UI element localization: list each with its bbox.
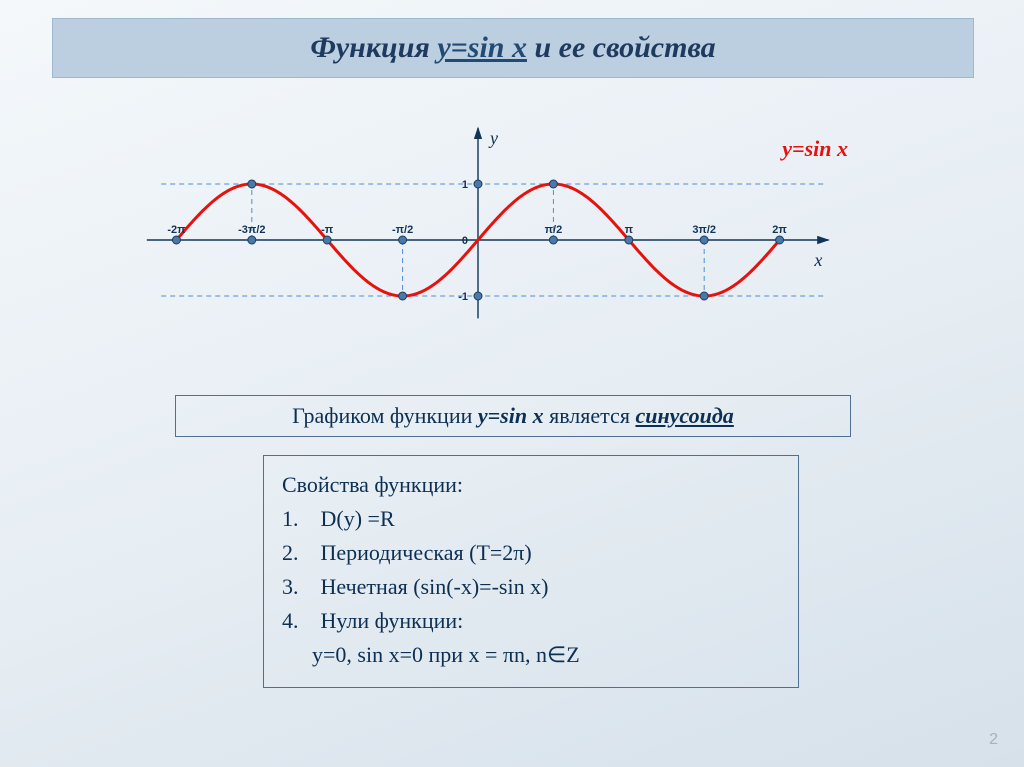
title-post: и ее свойства bbox=[527, 31, 716, 64]
svg-text:π/2: π/2 bbox=[545, 224, 563, 236]
property-item: 3. Нечетная (sin(-x)=-sin x) bbox=[282, 570, 780, 604]
slide: Функция y=sin x и ее свойства -2π -3π/2 -π… bbox=[0, 0, 1024, 767]
svg-text:-π: -π bbox=[321, 224, 334, 236]
svg-text:1: 1 bbox=[462, 179, 468, 191]
caption-text: Графиком функции y=sin x является синусо… bbox=[292, 403, 734, 429]
properties-box: Свойства функции: 1. D(y) =R2. Периодиче… bbox=[263, 455, 799, 688]
slide-title: Функция y=sin x и ее свойства bbox=[310, 31, 715, 65]
svg-text:-π/2: -π/2 bbox=[392, 224, 413, 236]
property-item: 1. D(y) =R bbox=[282, 502, 780, 536]
properties-heading: Свойства функции: bbox=[282, 468, 780, 502]
title-pre: Функция bbox=[310, 31, 437, 64]
svg-text:x: x bbox=[813, 250, 822, 270]
svg-text:y: y bbox=[488, 128, 498, 148]
caption-mid: является bbox=[544, 403, 636, 428]
svg-text:3π/2: 3π/2 bbox=[692, 224, 716, 236]
page-number: 2 bbox=[989, 731, 998, 749]
svg-text:-1: -1 bbox=[458, 291, 468, 303]
title-function: y=sin x bbox=[437, 31, 527, 64]
caption-box: Графиком функции y=sin x является синусо… bbox=[175, 395, 851, 437]
slide-title-box: Функция y=sin x и ее свойства bbox=[52, 18, 974, 78]
property-item: 2. Периодическая (T=2π) bbox=[282, 536, 780, 570]
caption-pre: Графиком функции bbox=[292, 403, 478, 428]
svg-text:2π: 2π bbox=[772, 224, 787, 236]
sine-chart: -2π -3π/2 -π -π/2 π/2 π 3π/2 2π 1 0 -1 y x y=sin x bbox=[140, 110, 884, 350]
properties-list: 1. D(y) =R2. Периодическая (T=2π)3. Нече… bbox=[282, 502, 780, 638]
svg-text:-2π: -2π bbox=[167, 224, 186, 236]
svg-text:π: π bbox=[625, 224, 634, 236]
curve-label: y=sin x bbox=[782, 136, 848, 162]
caption-func: y=sin x bbox=[478, 403, 544, 428]
property-item: 4. Нули функции: bbox=[282, 604, 780, 638]
svg-text:0: 0 bbox=[462, 235, 468, 247]
svg-text:-3π/2: -3π/2 bbox=[238, 224, 265, 236]
caption-word: синусоида bbox=[635, 403, 733, 428]
chart-svg: -2π -3π/2 -π -π/2 π/2 π 3π/2 2π 1 0 -1 y x bbox=[140, 110, 884, 350]
properties-footer: y=0, sin x=0 при х = πn, n∈Z bbox=[282, 638, 780, 672]
